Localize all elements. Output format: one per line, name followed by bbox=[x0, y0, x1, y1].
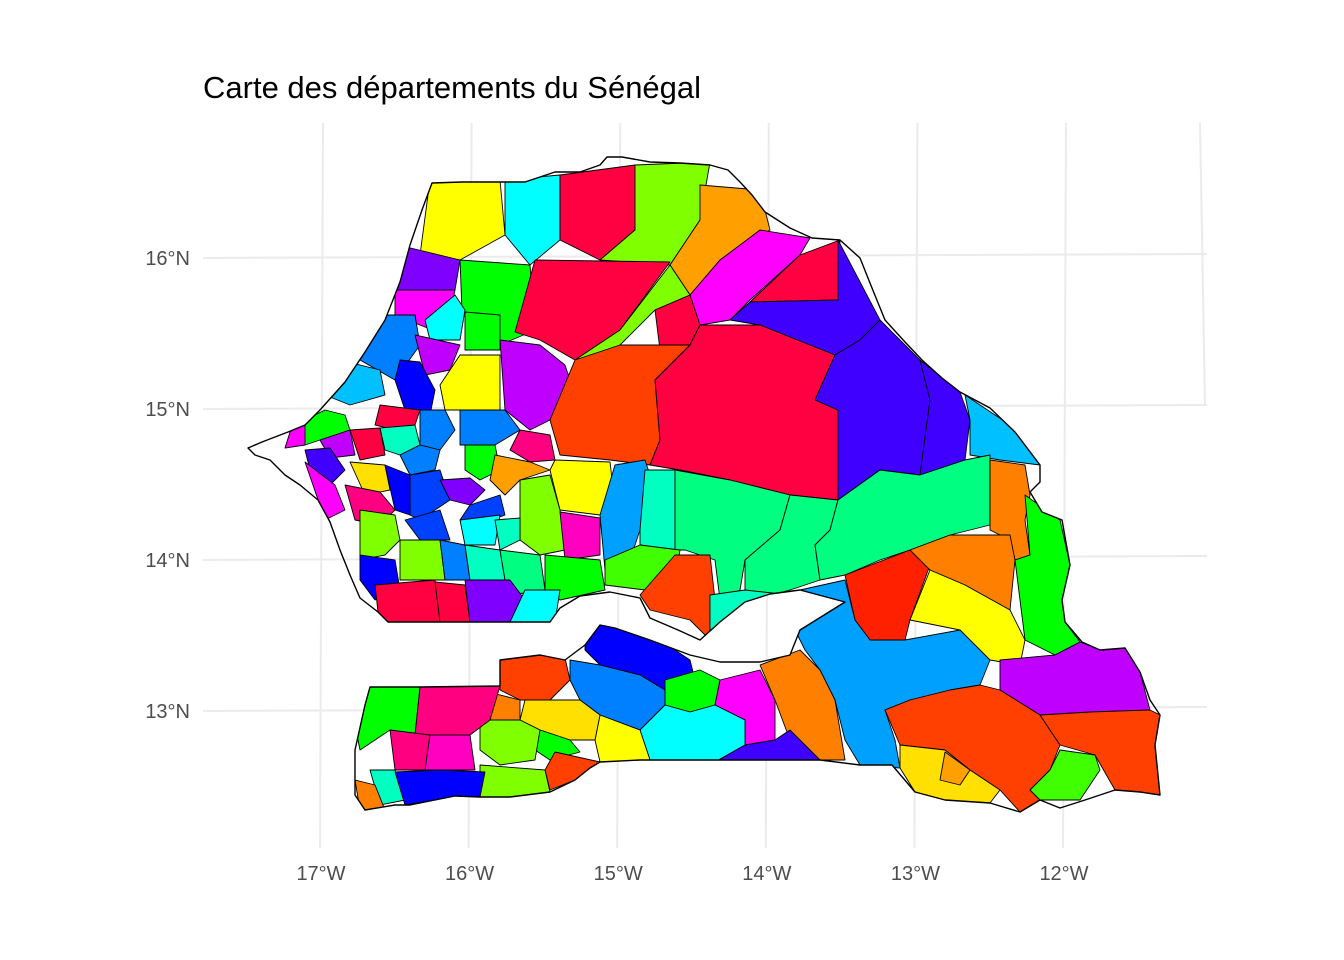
department bbox=[389, 729, 431, 771]
department bbox=[479, 764, 551, 798]
department bbox=[464, 311, 501, 351]
longitude-tick-label: 15°W bbox=[594, 863, 643, 885]
department bbox=[919, 359, 971, 476]
longitude-tick-label: 16°W bbox=[445, 863, 494, 885]
department bbox=[504, 174, 561, 266]
map-title: Carte des départements du Sénégal bbox=[203, 70, 702, 105]
department bbox=[424, 294, 466, 341]
department bbox=[559, 511, 601, 561]
department bbox=[479, 719, 541, 766]
department bbox=[399, 444, 441, 476]
department bbox=[424, 734, 476, 771]
department bbox=[674, 469, 791, 601]
department bbox=[759, 649, 846, 761]
longitude-tick-label: 14°W bbox=[742, 863, 791, 885]
latitude-tick-labels: 16°N 15°N 14°N 13°N bbox=[145, 248, 190, 723]
latitude-tick-label: 16°N bbox=[145, 248, 190, 270]
department bbox=[409, 469, 451, 521]
departments-layer bbox=[284, 161, 1160, 812]
department bbox=[464, 544, 506, 581]
latitude-tick-label: 13°N bbox=[145, 701, 190, 723]
department bbox=[439, 477, 486, 506]
department bbox=[639, 469, 676, 551]
department bbox=[359, 509, 401, 561]
department bbox=[434, 581, 471, 623]
department bbox=[639, 554, 716, 641]
department bbox=[419, 409, 456, 451]
department bbox=[399, 539, 446, 581]
department bbox=[1029, 749, 1101, 801]
department bbox=[939, 751, 971, 786]
department bbox=[419, 179, 506, 261]
department bbox=[1039, 709, 1160, 796]
department bbox=[349, 427, 386, 461]
department bbox=[404, 509, 451, 541]
department bbox=[494, 517, 521, 551]
meridian-line bbox=[1199, 122, 1206, 406]
department bbox=[464, 444, 501, 481]
longitude-tick-label: 13°W bbox=[891, 863, 940, 885]
department bbox=[499, 654, 571, 701]
longitude-tick-label: 17°W bbox=[296, 863, 345, 885]
department bbox=[459, 514, 501, 546]
department bbox=[544, 751, 601, 791]
latitude-tick-label: 14°N bbox=[145, 550, 190, 572]
department bbox=[599, 459, 651, 571]
longitude-tick-labels: 17°W 16°W 15°W 14°W 13°W 12°W bbox=[296, 863, 1088, 885]
latitude-tick-label: 15°N bbox=[145, 399, 190, 421]
department bbox=[349, 461, 391, 496]
department bbox=[459, 409, 521, 446]
department bbox=[509, 429, 556, 463]
senegal-border bbox=[247, 156, 1161, 813]
department bbox=[374, 579, 441, 623]
department bbox=[394, 769, 486, 806]
longitude-tick-label: 12°W bbox=[1039, 863, 1088, 885]
